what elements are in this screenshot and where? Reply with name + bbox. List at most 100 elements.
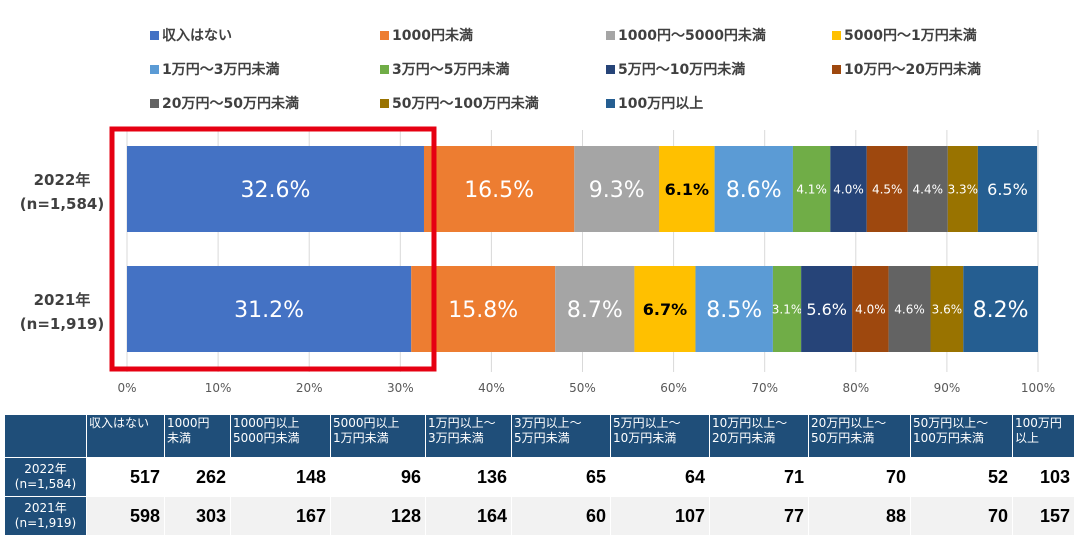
- bar-segment: [772, 266, 802, 352]
- category-label: (n=1,584): [20, 195, 104, 213]
- stacked-bar-chart: 0% 10% 20% 30% 40% 50% 60% 70% 80% 90% 100% 収入はない 10…: [20, 27, 1055, 395]
- bar-segment: [888, 266, 931, 352]
- table-cell: 96: [330, 457, 426, 497]
- data-label: 9.3%: [589, 178, 645, 203]
- table-row: 2021年 (n=1,919) 598 303 167 128 164 60 1…: [4, 496, 1075, 536]
- x-tick-label: 10%: [205, 381, 232, 395]
- table-cell: 64: [610, 457, 710, 497]
- data-label: 3.6%: [932, 302, 963, 316]
- legend-label: 3万円～5万円未満: [392, 61, 509, 78]
- chart-area: 0% 10% 20% 30% 40% 50% 60% 70% 80% 90% 100% 収入はない 10…: [20, 27, 1055, 395]
- table-cell: 88: [808, 496, 911, 536]
- bar-segment: [127, 266, 412, 352]
- table-cell: 303: [164, 496, 231, 536]
- data-label: 8.5%: [706, 298, 762, 323]
- data-label: 31.2%: [234, 298, 304, 323]
- data-label: 4.0%: [833, 182, 864, 196]
- table-header-cell: 収入はない: [86, 414, 165, 458]
- data-label: 16.5%: [464, 178, 534, 203]
- bar-segment: [695, 266, 773, 352]
- data-label: 32.6%: [241, 178, 311, 203]
- table-cell: 103: [1012, 457, 1075, 497]
- data-label: 4.0%: [855, 302, 886, 316]
- x-tick-label: 100%: [1021, 381, 1055, 395]
- data-label: 4.1%: [796, 182, 827, 196]
- data-label: 8.6%: [726, 178, 782, 203]
- table-cell: 148: [230, 457, 331, 497]
- x-tick-label: 50%: [569, 381, 596, 395]
- legend-label: 1000円未満: [392, 27, 473, 44]
- legend-label: 10万円～20万円未満: [844, 61, 981, 78]
- table-header-cell: 1000円以上 5000円未満: [230, 414, 331, 458]
- table-header-row: 収入はない 1000円 未満 1000円以上 5000円未満 5000円以上 1…: [4, 414, 1075, 458]
- table-cell: 70: [808, 457, 911, 497]
- table-header-cell: 100万円 以上: [1012, 414, 1075, 458]
- legend-swatch: [606, 31, 615, 40]
- legend-label: 5万円～10万円未満: [618, 61, 745, 78]
- bar-segment: [852, 266, 889, 352]
- x-tick-label: 20%: [296, 381, 323, 395]
- table-header-cell: 5万円以上～ 10万円未満: [610, 414, 710, 458]
- table-header-cell: 20万円以上～ 50万円未満: [808, 414, 911, 458]
- table-cell: 128: [330, 496, 426, 536]
- table-cell: 598: [86, 496, 165, 536]
- bar-segment: [930, 266, 964, 352]
- bar-segment: [555, 266, 635, 352]
- x-tick-label: 90%: [934, 381, 961, 395]
- x-tick-label: 40%: [478, 381, 505, 395]
- data-label: 4.6%: [894, 302, 925, 316]
- data-label: 6.5%: [987, 180, 1028, 199]
- data-label: 4.4%: [913, 182, 944, 196]
- x-tick-label: 80%: [842, 381, 869, 395]
- legend-swatch: [832, 65, 841, 74]
- table-cell: 77: [709, 496, 809, 536]
- legend-swatch: [606, 99, 615, 108]
- x-tick-label: 0%: [117, 381, 136, 395]
- table-cell: 60: [511, 496, 611, 536]
- bar-segment: [634, 266, 696, 352]
- x-tick-label: 70%: [751, 381, 778, 395]
- table-header-cell: 10万円以上～ 20万円未満: [709, 414, 809, 458]
- data-table: 収入はない 1000円 未満 1000円以上 5000円未満 5000円以上 1…: [4, 414, 1075, 536]
- data-label: 6.7%: [643, 300, 687, 319]
- data-label: 3.3%: [948, 182, 979, 196]
- legend-label: 1万円～3万円未満: [162, 61, 279, 78]
- table-header-cell: [4, 414, 87, 458]
- table-cell: 71: [709, 457, 809, 497]
- legend-swatch: [380, 65, 389, 74]
- table-row-label: 2021年 (n=1,919): [4, 496, 87, 536]
- table-cell: 167: [230, 496, 331, 536]
- data-label: 6.1%: [665, 180, 709, 199]
- table-cell: 65: [511, 457, 611, 497]
- bar-segment: [792, 146, 831, 232]
- table-cell: 70: [910, 496, 1013, 536]
- category-label: 2021年: [34, 291, 91, 309]
- legend-label: 5000円～1万円未満: [844, 27, 977, 44]
- bar-segment: [830, 146, 867, 232]
- highlight-frame: [109, 126, 437, 372]
- bar-segment: [963, 266, 1038, 352]
- legend-swatch: [150, 99, 159, 108]
- bar-segment: [574, 146, 660, 232]
- legend-label: 収入はない: [162, 27, 232, 44]
- table-cell: 157: [1012, 496, 1075, 536]
- legend-swatch: [150, 65, 159, 74]
- legend-label: 20万円～50万円未満: [162, 95, 299, 112]
- legend-swatch: [606, 65, 615, 74]
- table-header-cell: 1万円以上～ 3万円未満: [425, 414, 512, 458]
- data-label: 3.1%: [772, 302, 803, 316]
- table-cell: 164: [425, 496, 512, 536]
- legend-swatch: [832, 31, 841, 40]
- table-header-cell: 3万円以上～ 5万円未満: [511, 414, 611, 458]
- legend-swatch: [150, 31, 159, 40]
- bar-segment: [423, 146, 575, 232]
- table-header-cell: 50万円以上～ 100万円未満: [910, 414, 1013, 458]
- table-header-cell: 1000円 未満: [164, 414, 231, 458]
- table-cell: 517: [86, 457, 165, 497]
- bar-segment: [127, 146, 424, 232]
- table-header-cell: 5000円以上 1万円未満: [330, 414, 426, 458]
- bar-segment: [907, 146, 948, 232]
- table-cell: 262: [164, 457, 231, 497]
- bar-segment: [714, 146, 793, 232]
- category-label: 2022年: [34, 171, 91, 189]
